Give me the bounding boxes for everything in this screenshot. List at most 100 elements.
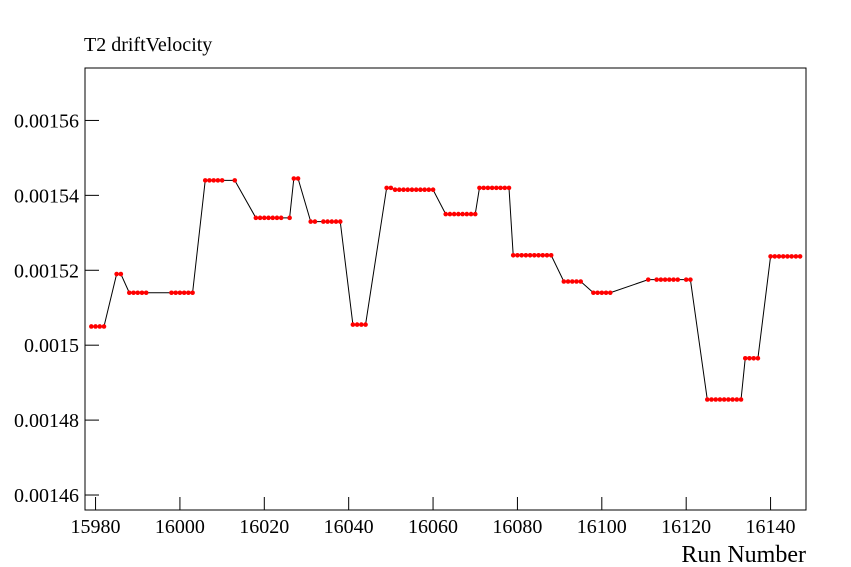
- y-tick-label: 0.00156: [14, 110, 79, 132]
- data-point: [363, 322, 368, 327]
- data-point: [397, 187, 402, 193]
- data-point: [645, 277, 651, 282]
- data-point: [726, 397, 731, 402]
- data-point: [506, 185, 512, 191]
- data-point: [574, 279, 579, 284]
- data-point: [262, 215, 267, 221]
- data-point: [591, 290, 596, 296]
- x-tick-label: 16040: [324, 516, 374, 538]
- data-point: [354, 322, 360, 327]
- data-point: [295, 176, 301, 181]
- data-point: [595, 290, 600, 296]
- data-point: [409, 187, 415, 193]
- data-point: [139, 290, 145, 296]
- data-point: [219, 178, 225, 183]
- data-point: [274, 215, 280, 221]
- data-point: [561, 279, 567, 284]
- data-point: [333, 219, 339, 224]
- data-point: [742, 355, 748, 361]
- data-point: [291, 176, 297, 181]
- data-point: [337, 219, 343, 224]
- data-point: [654, 277, 659, 282]
- data-point: [527, 252, 533, 258]
- data-point: [485, 185, 491, 191]
- data-point: [190, 290, 195, 296]
- data-point: [751, 355, 756, 361]
- x-tick-label: 16000: [155, 516, 205, 538]
- data-point: [392, 187, 398, 193]
- x-tick-label: 16080: [492, 516, 542, 538]
- data-point: [308, 219, 314, 224]
- plot-frame: [84, 67, 807, 511]
- data-point: [544, 252, 550, 258]
- data-point: [477, 185, 482, 191]
- data-point: [169, 290, 174, 296]
- data-point: [730, 397, 735, 402]
- data-point: [266, 215, 271, 221]
- data-point: [388, 185, 394, 191]
- data-point: [464, 211, 470, 217]
- data-point: [519, 252, 524, 258]
- data-point: [211, 178, 216, 183]
- data-point: [287, 215, 292, 221]
- y-tick-label: 0.0015: [24, 335, 79, 357]
- data-point: [683, 277, 689, 282]
- series-line: [91, 178, 801, 400]
- data-point: [721, 397, 727, 402]
- y-tick-label: 0.00148: [14, 410, 79, 432]
- data-point: [532, 252, 537, 258]
- data-point: [713, 397, 719, 402]
- data-point: [755, 355, 761, 361]
- data-point: [510, 252, 516, 258]
- data-point: [717, 397, 723, 402]
- data-point: [662, 277, 668, 282]
- data-point: [202, 178, 208, 183]
- data-point: [405, 187, 411, 193]
- data-point: [131, 290, 136, 296]
- data-point: [704, 397, 710, 402]
- data-point: [456, 211, 461, 217]
- data-point: [384, 185, 389, 191]
- x-axis-label: Run Number: [681, 542, 806, 567]
- data-point: [502, 185, 508, 191]
- data-point: [321, 219, 326, 224]
- data-point: [688, 277, 693, 282]
- data-point: [89, 324, 94, 329]
- y-tick-label: 0.00152: [14, 260, 79, 282]
- data-point: [207, 178, 212, 183]
- data-point: [401, 187, 406, 193]
- x-tick-label: 16100: [577, 516, 627, 538]
- data-point: [472, 211, 478, 217]
- data-point: [776, 254, 782, 259]
- data-point: [93, 324, 98, 329]
- data-point: [789, 254, 794, 259]
- data-point: [738, 397, 744, 402]
- x-tick-label: 16020: [239, 516, 289, 538]
- y-tick-label: 0.00146: [14, 485, 79, 507]
- data-point: [515, 252, 520, 258]
- data-point: [126, 290, 132, 296]
- data-point: [101, 324, 107, 329]
- data-point: [447, 211, 453, 217]
- data-point: [173, 290, 179, 296]
- data-point: [734, 397, 740, 402]
- data-point: [418, 187, 423, 193]
- data-point: [215, 178, 221, 183]
- data-point: [536, 252, 541, 258]
- data-point: [548, 252, 554, 258]
- x-tick-label: 16060: [408, 516, 458, 538]
- data-point: [443, 211, 449, 217]
- data-point: [565, 279, 571, 284]
- data-point: [135, 290, 141, 296]
- data-point: [709, 397, 714, 402]
- data-point: [143, 290, 149, 296]
- data-point: [607, 290, 613, 296]
- data-point: [785, 254, 790, 259]
- data-point: [451, 211, 457, 217]
- data-point: [768, 254, 773, 259]
- data-point: [325, 219, 330, 224]
- data-point: [232, 178, 238, 183]
- data-point: [468, 211, 474, 217]
- data-point: [253, 215, 259, 221]
